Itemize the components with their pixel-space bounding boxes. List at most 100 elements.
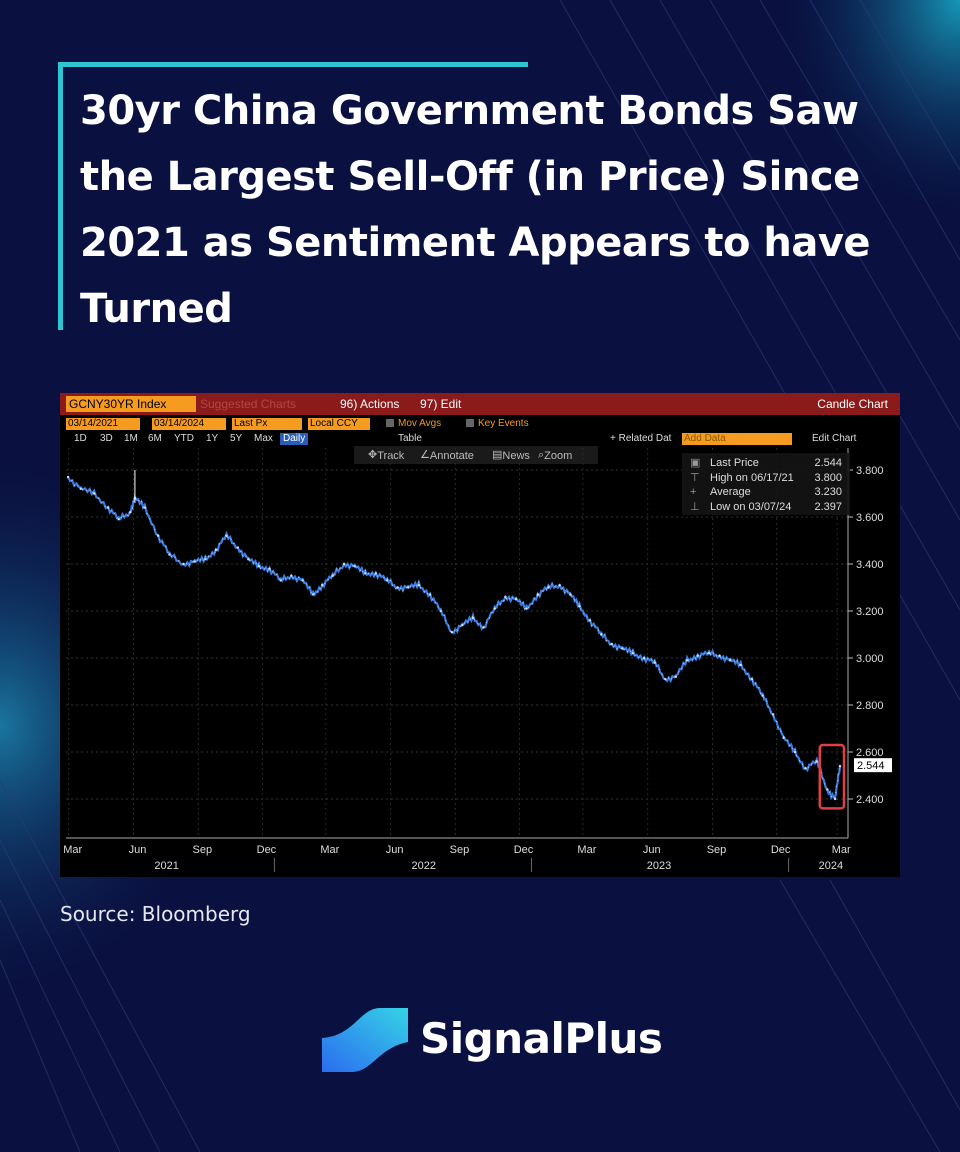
headline-line: 2021 as Sentiment Appears to have xyxy=(80,220,871,266)
data-point xyxy=(168,553,171,556)
data-point xyxy=(92,492,96,495)
price-series-line xyxy=(67,476,842,801)
data-point xyxy=(428,593,432,596)
last-value-label: 2.544 xyxy=(857,760,885,772)
title-accent-top xyxy=(58,62,528,67)
data-point xyxy=(439,609,442,613)
edit-menu[interactable]: 97) Edit xyxy=(420,397,462,411)
data-point xyxy=(815,760,818,763)
legend-average: + Average 3.230 xyxy=(688,485,846,500)
data-point xyxy=(214,548,218,552)
legend-high: ⊤ High on 06/17/21 3.800 xyxy=(688,471,846,486)
y-tick-label: 3.800 xyxy=(856,465,884,477)
data-point xyxy=(482,626,485,629)
data-point xyxy=(471,616,475,620)
data-point xyxy=(588,619,592,622)
low-marker-icon: ⊥ xyxy=(690,500,700,513)
legend-label: Average xyxy=(710,486,751,498)
data-point xyxy=(707,652,711,655)
data-point xyxy=(225,534,228,537)
actions-menu[interactable]: 96) Actions xyxy=(340,397,400,411)
edit-chart-button[interactable]: Edit Chart xyxy=(812,433,857,444)
data-point xyxy=(417,583,420,587)
data-point xyxy=(385,579,389,582)
data-point xyxy=(117,518,120,521)
mov-avgs-label: Mov Avgs xyxy=(398,418,442,429)
x-tick-label: Sep xyxy=(450,844,470,856)
period-button[interactable]: 3D xyxy=(100,433,113,444)
y-tick-label: 3.400 xyxy=(856,559,884,571)
data-point xyxy=(664,677,667,681)
headline-line: Turned xyxy=(80,286,233,332)
y-tick-label: 2.400 xyxy=(856,794,884,806)
headline-line: the Largest Sell-Off (in Price) Since xyxy=(80,154,860,200)
data-point xyxy=(156,534,160,537)
period-button[interactable]: 6M xyxy=(148,433,162,444)
x-tick-label: Dec xyxy=(771,844,791,856)
data-point xyxy=(353,565,356,568)
y-tick-label: 3.200 xyxy=(856,606,884,618)
data-point xyxy=(311,593,315,596)
legend-label: High on 06/17/21 xyxy=(710,471,794,484)
data-point xyxy=(838,764,842,768)
data-point xyxy=(461,623,464,627)
price-field[interactable]: Last Px xyxy=(232,418,302,430)
data-point xyxy=(247,558,250,561)
table-button[interactable]: Table xyxy=(398,433,422,444)
y-tick-label: 2.600 xyxy=(856,747,884,759)
news-tool[interactable]: ▤ News xyxy=(492,449,530,462)
end-date-field[interactable]: 03/14/2024 xyxy=(152,418,226,430)
data-point xyxy=(236,546,239,549)
track-tool[interactable]: ✥ Track xyxy=(368,449,405,462)
period-button[interactable]: 1D xyxy=(74,433,87,444)
data-point xyxy=(106,506,110,509)
period-button[interactable]: 5Y xyxy=(230,433,243,444)
suggested-charts-menu[interactable]: Suggested Charts xyxy=(200,397,297,411)
annotate-tool[interactable]: ∠ Annotate xyxy=(420,449,474,462)
data-point xyxy=(642,656,646,660)
data-point xyxy=(204,558,207,561)
data-point xyxy=(696,654,699,657)
data-point xyxy=(79,487,82,490)
data-point xyxy=(128,511,132,514)
annotate-label: Annotate xyxy=(429,450,474,462)
period-button[interactable]: YTD xyxy=(174,433,194,444)
start-date-field[interactable]: 03/14/2021 xyxy=(66,418,140,430)
related-data-button[interactable]: + Related Dat xyxy=(610,433,672,444)
data-point xyxy=(143,506,146,509)
x-tick-label: Dec xyxy=(257,844,277,856)
period-button[interactable]: 1M xyxy=(124,433,138,444)
data-point xyxy=(493,607,497,610)
last-price-swatch-icon: ▣ xyxy=(690,457,701,469)
terminal-period-row: 1D 3D 1M 6M YTD 1Y 5Y Max Daily Table + … xyxy=(60,432,900,446)
data-point xyxy=(525,607,528,610)
data-point xyxy=(374,572,378,575)
zoom-tool[interactable]: ⌕ Zoom xyxy=(538,449,573,462)
legend-value: 2.397 xyxy=(814,500,842,513)
data-point xyxy=(279,579,282,582)
average-marker-icon: + xyxy=(690,486,697,498)
data-point xyxy=(739,663,742,667)
x-tick-label: Mar xyxy=(63,844,82,856)
currency-field[interactable]: Local CCY xyxy=(308,418,370,430)
high-marker-icon: ⊤ xyxy=(690,471,700,484)
legend-value: 2.544 xyxy=(814,457,842,469)
period-button[interactable]: 1Y xyxy=(206,433,219,444)
data-point xyxy=(193,560,196,563)
legend-value: 3.230 xyxy=(814,486,842,498)
data-point xyxy=(342,562,346,566)
x-year-label: 2021 xyxy=(154,860,178,872)
terminal-header: GCNY30YR Index Suggested Charts 96) Acti… xyxy=(60,393,900,415)
frequency-select[interactable]: Daily xyxy=(280,433,309,445)
add-data-input[interactable]: Add Data xyxy=(682,433,792,445)
checkbox-icon xyxy=(386,419,394,427)
data-point xyxy=(290,574,293,577)
data-point xyxy=(558,583,561,587)
period-button[interactable]: Max xyxy=(254,433,273,444)
data-point xyxy=(750,677,754,681)
x-year-label: 2024 xyxy=(819,860,843,872)
ticker-field[interactable]: GCNY30YR Index xyxy=(66,396,196,412)
x-year-label: 2023 xyxy=(647,860,671,872)
key-events-toggle[interactable]: Key Events xyxy=(466,418,529,430)
mov-avgs-toggle[interactable]: Mov Avgs xyxy=(386,418,441,430)
